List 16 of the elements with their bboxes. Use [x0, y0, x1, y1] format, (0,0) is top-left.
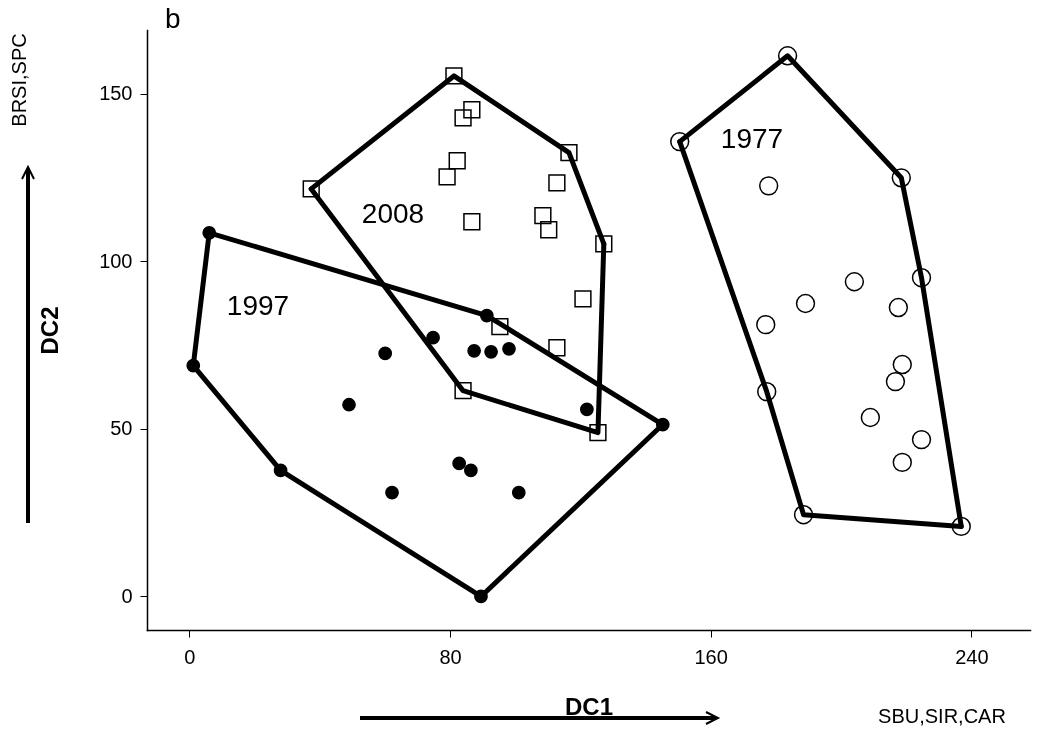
- x-tick-label: 0: [184, 645, 196, 668]
- text: BRSI,SPC: [8, 33, 30, 127]
- y-tick-label: 150: [99, 82, 133, 105]
- annotation: b: [165, 3, 181, 34]
- y-tick-label: 50: [110, 417, 133, 440]
- y-tick-label: 0: [121, 584, 133, 607]
- x-tick-label: 80: [439, 645, 462, 668]
- x-tick-label: 240: [955, 645, 989, 668]
- x-axis-title: DC1: [564, 692, 614, 720]
- annotation: 1997: [226, 290, 290, 321]
- annotation: 2008: [361, 198, 425, 229]
- y-axis-title: DC2: [36, 306, 64, 355]
- annotation: 1977: [720, 123, 784, 154]
- x-tick-label: 160: [694, 645, 728, 668]
- y-tick-label: 100: [99, 249, 133, 272]
- text: SBU,SIR,CAR: [878, 705, 1006, 727]
